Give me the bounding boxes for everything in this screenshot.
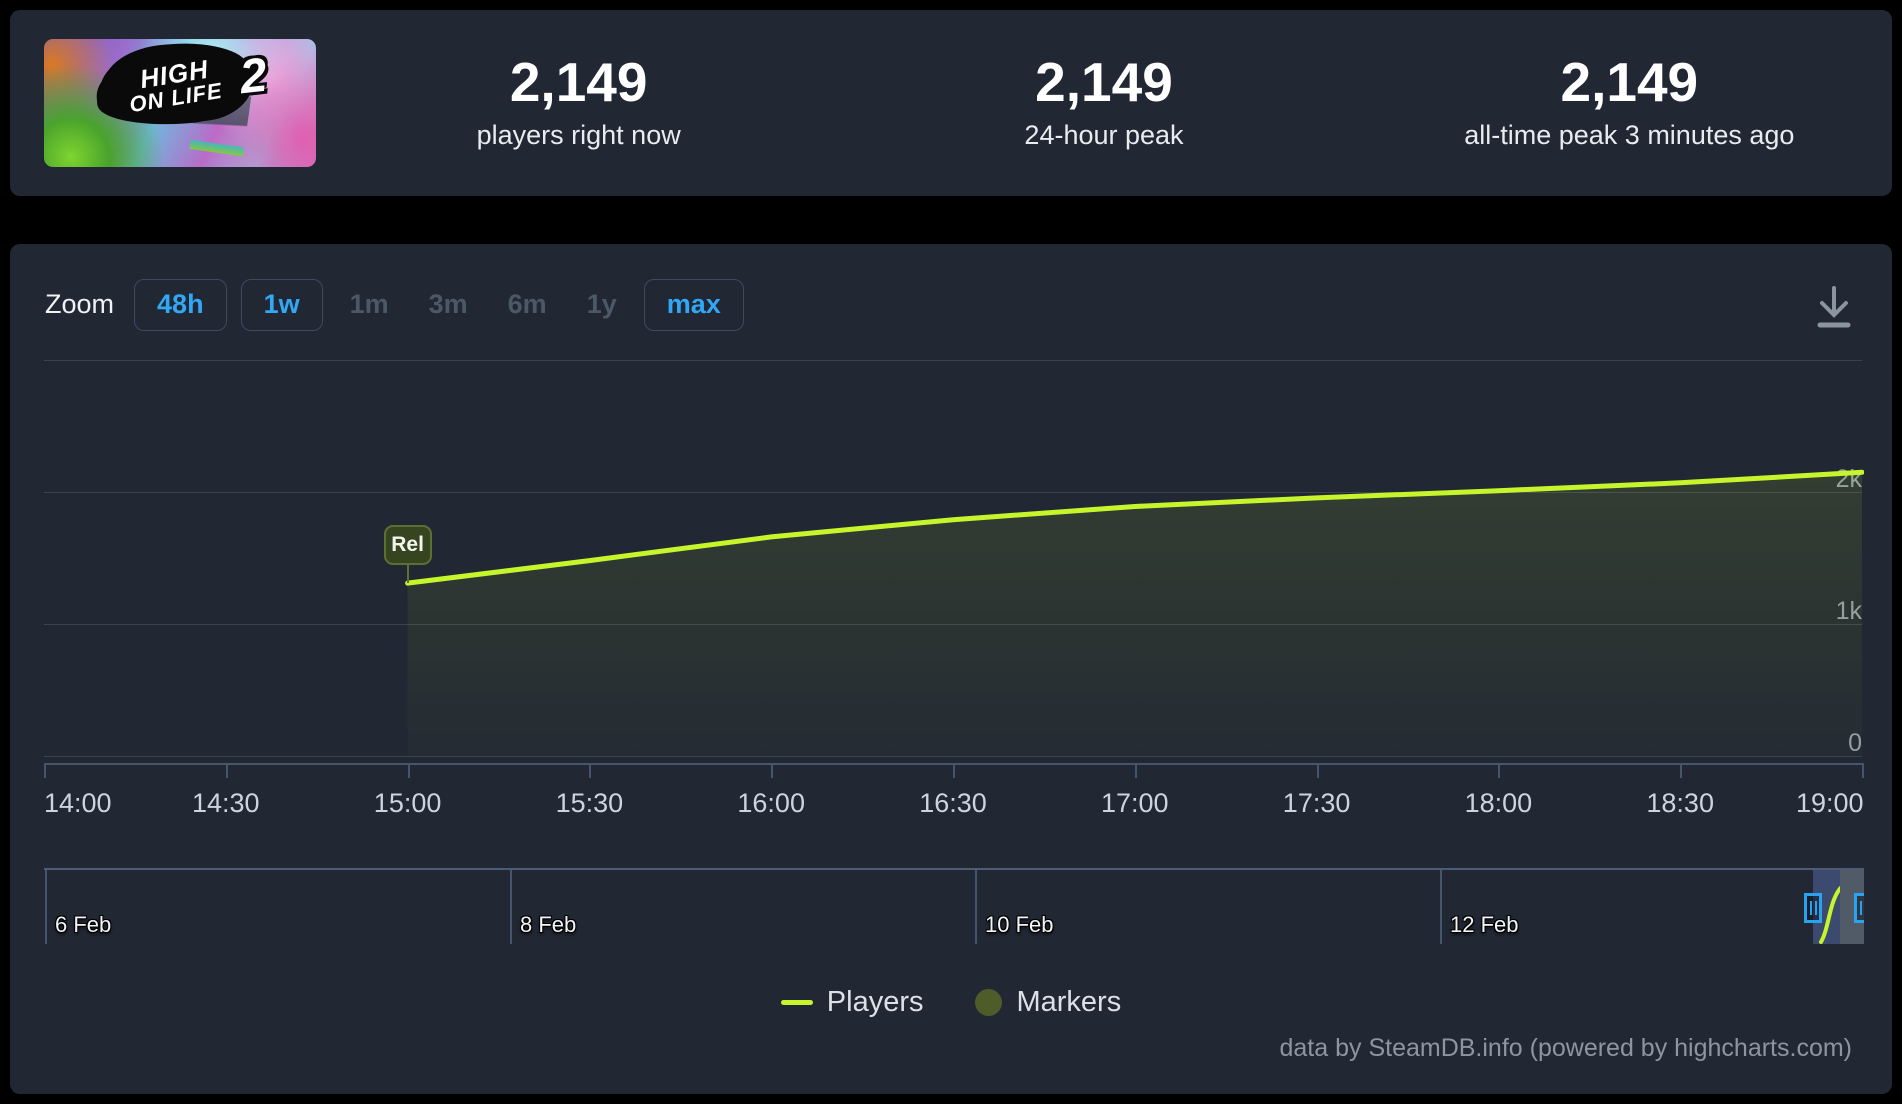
zoom-button-1w[interactable]: 1w [240, 278, 323, 331]
chart-credit: data by SteamDB.info (powered by highcha… [1279, 1034, 1853, 1062]
navigator-day-separator [45, 870, 47, 944]
navigator-day-separator [975, 870, 977, 944]
release-marker-badge[interactable]: Rel [383, 525, 432, 566]
players-line-chart [405, 469, 1864, 756]
x-axis-tick [44, 763, 46, 778]
zoom-button-max[interactable]: max [643, 278, 744, 331]
navigator-date-label: 10 Feb [985, 912, 1054, 937]
game-banner: HIGH ON LIFE 2 [44, 39, 316, 167]
stat-value: 2,149 [509, 51, 648, 113]
gridline [44, 492, 1862, 493]
legend-label: Markers [1016, 986, 1122, 1018]
stat-24h-peak: 2,149 24-hour peak [841, 10, 1366, 196]
x-axis-tick [407, 763, 410, 778]
range-navigator[interactable]: 6 Feb 8 Feb 10 Feb 12 Feb [44, 868, 1864, 944]
chart-legend: Players Markers [10, 986, 1892, 1019]
zoom-toolbar: Zoom 48h 1w 1m 3m 6m 1y max [45, 277, 744, 332]
download-icon[interactable] [1812, 284, 1856, 332]
zoom-button-3m[interactable]: 3m [428, 289, 468, 319]
series-area-fill [407, 472, 1863, 756]
zoom-button-6m[interactable]: 6m [507, 289, 547, 319]
x-axis-label: 17:30 [1282, 788, 1351, 818]
legend-line-swatch [780, 1000, 813, 1005]
gridline [44, 756, 1862, 757]
header-panel: HIGH ON LIFE 2 2,149 players right now 2… [10, 10, 1892, 196]
x-axis-label: 16:30 [919, 788, 987, 818]
navigator-right-handle[interactable] [1854, 893, 1864, 923]
x-axis-label: 14:00 [44, 788, 112, 818]
legend-label: Players [826, 986, 924, 1018]
stat-value: 2,149 [1560, 51, 1699, 113]
navigator-date-label: 6 Feb [55, 912, 112, 937]
legend-circle-swatch [975, 989, 1003, 1016]
x-axis-label: 18:30 [1646, 788, 1714, 818]
stat-current-players: 2,149 players right now [316, 10, 841, 196]
x-axis-tick [1680, 763, 1683, 778]
x-axis-tick [771, 763, 774, 778]
x-axis-tick [225, 763, 228, 778]
stat-label: players right now [476, 120, 681, 150]
zoom-button-1m[interactable]: 1m [349, 289, 389, 319]
x-axis-label: 18:00 [1464, 788, 1533, 818]
legend-item-markers[interactable]: Markers [975, 986, 1121, 1019]
gridline [44, 360, 1862, 361]
navigator-date-label: 12 Feb [1450, 912, 1519, 937]
x-axis-tick [953, 763, 955, 778]
release-marker-stem [406, 565, 409, 584]
navigator-day-separator [1440, 870, 1442, 944]
x-axis-label: 15:30 [555, 788, 624, 818]
navigator-date-label: 8 Feb [520, 912, 577, 937]
x-axis-label: 17:00 [1101, 788, 1169, 818]
series-line [405, 469, 1864, 586]
x-axis-label: 15:00 [373, 788, 442, 818]
x-axis-tick [589, 763, 592, 778]
zoom-label: Zoom [45, 289, 115, 319]
zoom-button-1y[interactable]: 1y [586, 289, 617, 319]
x-axis-label: 19:00 [1796, 788, 1864, 818]
x-axis-tick [1498, 763, 1501, 778]
legend-item-players[interactable]: Players [780, 986, 924, 1019]
banner-logo-number: 2 [237, 48, 270, 105]
x-axis-label: 16:00 [737, 788, 805, 818]
x-axis-label: 14:30 [192, 788, 260, 818]
player-stats: 2,149 players right now 2,149 24-hour pe… [316, 10, 1892, 196]
stat-alltime-peak: 2,149 all-time peak 3 minutes ago [1367, 10, 1892, 196]
navigator-left-handle[interactable] [1804, 893, 1822, 923]
x-axis-tick [1862, 763, 1864, 778]
stat-value: 2,149 [1035, 51, 1173, 113]
navigator-day-separator [510, 870, 512, 944]
x-axis-tick [1134, 763, 1137, 778]
zoom-button-48h[interactable]: 48h [134, 278, 227, 331]
x-axis-tick [1316, 763, 1319, 778]
stat-label: all-time peak 3 minutes ago [1464, 120, 1795, 150]
stat-label: 24-hour peak [1024, 120, 1184, 150]
